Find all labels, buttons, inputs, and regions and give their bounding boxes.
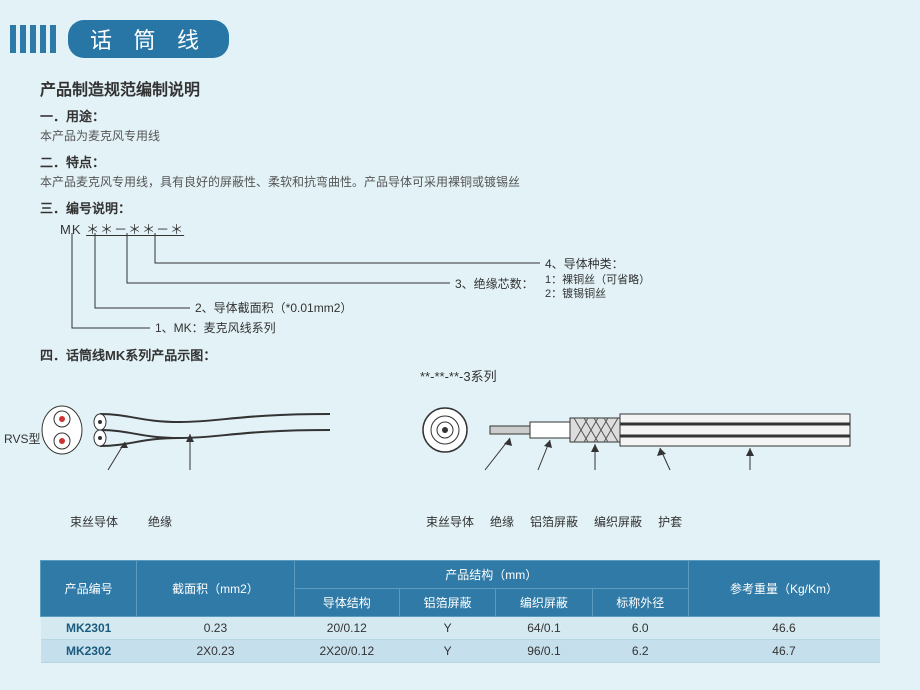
- figure-row: RVS型: [40, 390, 880, 530]
- sec2-text: 本产品麦克风专用线，具有良好的屏蔽性、柔软和抗弯曲性。产品导体可采用裸铜或镀锡丝: [40, 173, 880, 190]
- left-label-b: 绝缘: [148, 513, 172, 530]
- code-label-1: 1、MK：麦克风线系列: [155, 319, 276, 336]
- rvs-cable-svg: [40, 390, 340, 480]
- right-label-b: 绝缘: [490, 513, 514, 530]
- sec2-title: 二．特点：: [40, 152, 880, 171]
- page-title-badge: 话 筒 线: [68, 20, 229, 58]
- right-label-a: 束丝导体: [426, 513, 474, 530]
- spec-table: 产品编号 截面积（mm2） 产品结构（mm） 参考重量（Kg/Km） 导体结构 …: [40, 560, 880, 663]
- th-structure: 产品结构（mm）: [294, 561, 688, 589]
- sec4-title: 四．话筒线MK系列产品示图：: [40, 345, 880, 364]
- th-cond: 导体结构: [294, 589, 399, 617]
- code-breakdown-diagram: MK ＊＊－＊＊－＊ 1、MK：麦克风线系列 2、导体截面积（*0.01mm2）…: [60, 219, 880, 339]
- main-heading: 产品制造规范编制说明: [40, 76, 880, 100]
- th-od: 标称外径: [592, 589, 688, 617]
- sec3-title: 三．编号说明：: [40, 198, 880, 217]
- code-label-4: 4、导体种类：: [545, 255, 624, 272]
- table-row: MK2301 0.23 20/0.12 Y 64/0.1 6.0 46.6: [41, 617, 880, 640]
- th-foil: 铝箔屏蔽: [399, 589, 495, 617]
- coax-cable-svg: [420, 390, 860, 480]
- right-label-d: 编织屏蔽: [594, 513, 642, 530]
- table-row: MK2302 2X0.23 2X20/0.12 Y 96/0.1 6.2 46.…: [41, 640, 880, 663]
- rvs-type-label: RVS型: [4, 430, 40, 447]
- th-code: 产品编号: [41, 561, 137, 617]
- left-label-a: 束丝导体: [70, 513, 118, 530]
- sec1-title: 一．用途：: [40, 106, 880, 125]
- th-braid: 编织屏蔽: [496, 589, 592, 617]
- th-weight: 参考重量（Kg/Km）: [688, 561, 879, 617]
- th-area: 截面积（mm2）: [137, 561, 294, 617]
- right-label-e: 护套: [658, 513, 682, 530]
- series-label: **-**-**-3系列: [420, 366, 497, 385]
- code-right-2: 2：镀锡铜丝: [545, 285, 606, 301]
- code-label-2: 2、导体截面积（*0.01mm2）: [195, 299, 352, 316]
- right-label-c: 铝箔屏蔽: [530, 513, 578, 530]
- decor-bars: [10, 25, 56, 53]
- sec1-text: 本产品为麦克风专用线: [40, 127, 880, 144]
- header-bar: 话 筒 线: [0, 0, 920, 58]
- code-label-3: 3、绝缘芯数：: [455, 275, 534, 292]
